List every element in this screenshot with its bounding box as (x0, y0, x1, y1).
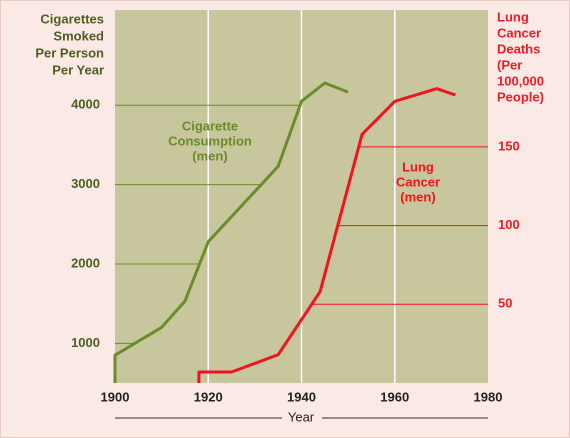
y2-axis-label: 100,000 (497, 73, 544, 88)
y2-axis-label: (Per (497, 57, 522, 72)
series-label: (men) (400, 189, 435, 204)
series-label: (men) (192, 148, 227, 163)
series-label: Cancer (396, 174, 440, 189)
y2-tick-label: 150 (498, 138, 520, 153)
y-axis-label: Per Year (52, 62, 104, 77)
y2-tick-label: 100 (498, 217, 520, 232)
y-tick-label: 2000 (71, 255, 100, 270)
data-line (197, 87, 456, 383)
y-tick-label: 4000 (71, 97, 100, 112)
y-tick-label: 3000 (71, 176, 100, 191)
y-axis-label: Per Person (35, 45, 104, 60)
x-tick-label: 1900 (101, 389, 130, 404)
y-axis-label: Smoked (53, 28, 104, 43)
y-axis-label: Cigarettes (40, 11, 104, 26)
x-tick-label: 1920 (194, 389, 223, 404)
y2-axis-label: Deaths (497, 41, 540, 56)
y-tick-label: 1000 (71, 335, 100, 350)
y2-axis-label: Lung (497, 9, 529, 24)
y2-axis-label: People) (497, 89, 544, 104)
data-line (113, 81, 349, 383)
x-tick-label: 1980 (474, 389, 503, 404)
y2-tick-label: 50 (498, 296, 512, 311)
x-axis-label: Year (288, 409, 315, 424)
x-tick-label: 1960 (380, 389, 409, 404)
series-label: Consumption (168, 133, 252, 148)
series-label: Lung (402, 159, 434, 174)
series-label: Cigarette (182, 118, 238, 133)
y2-axis-label: Cancer (497, 25, 541, 40)
x-tick-label: 1940 (287, 389, 316, 404)
